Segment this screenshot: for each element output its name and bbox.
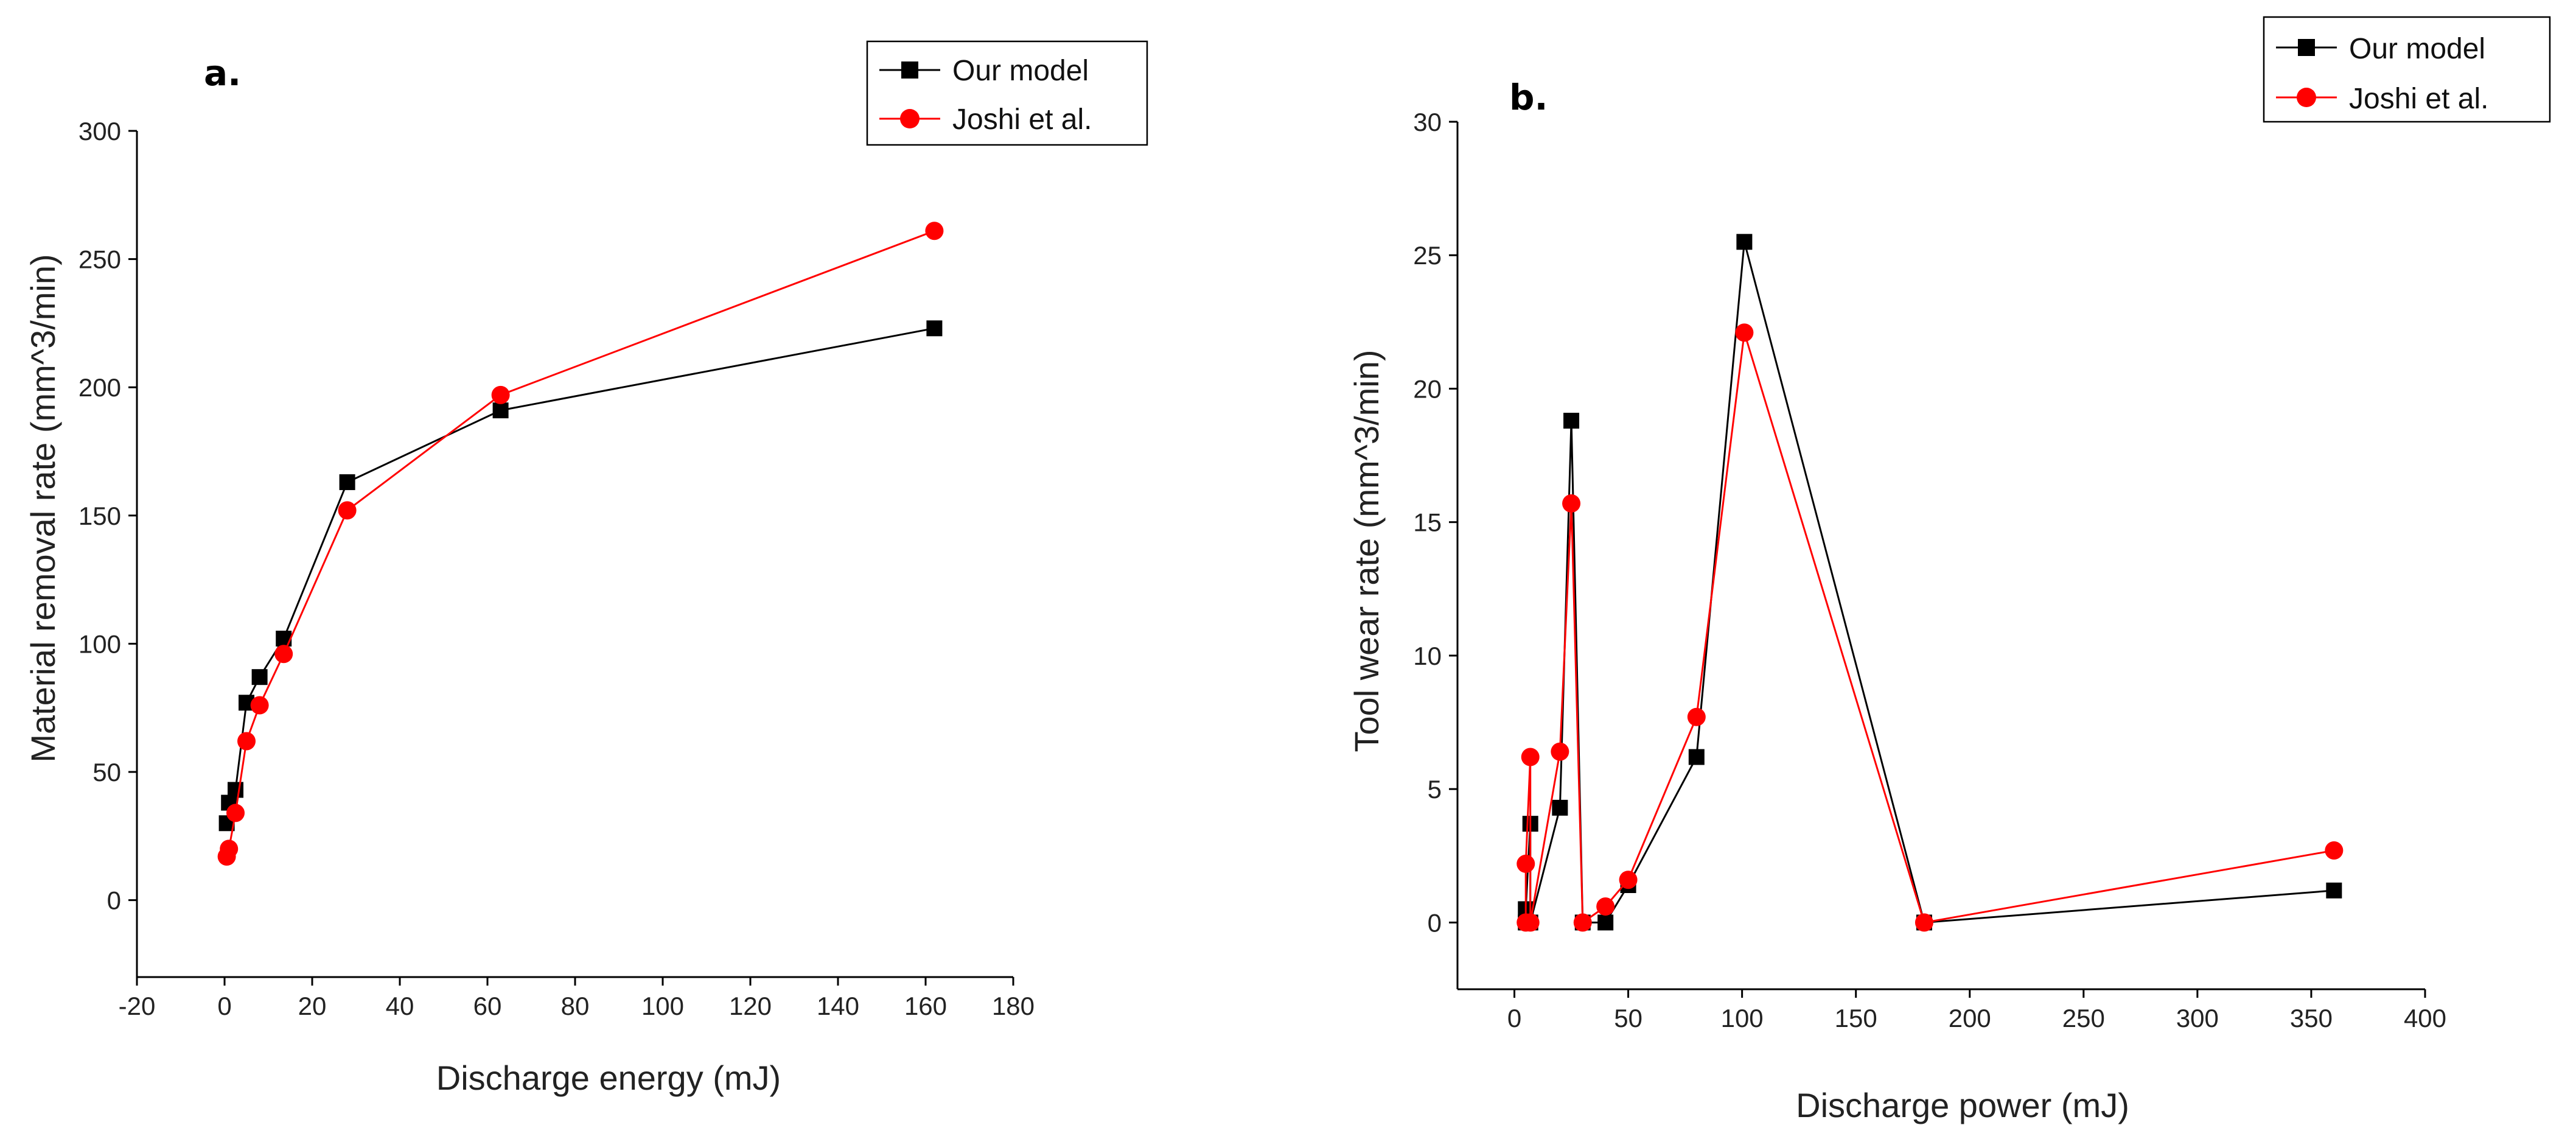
x-tick-label-b: 350: [2290, 1004, 2333, 1032]
chart-a: a. Discharge energy (mJ) Material remova…: [24, 40, 1148, 1097]
panel-label-a: a.: [204, 52, 241, 94]
series-layer-b: [1517, 234, 2344, 932]
point-joshi-et-al-b: [1687, 707, 1706, 726]
point-our-model-a: [228, 782, 243, 798]
legend-a: Our model Joshi et al.: [866, 40, 1148, 146]
y-tick-label-b: 20: [1413, 374, 1442, 403]
y-tick-label-a: 300: [79, 117, 121, 145]
x-tick-label-b: 100: [1721, 1004, 1764, 1032]
x-tick-label-a: 60: [473, 992, 502, 1020]
x-tick-label-a: 160: [904, 992, 947, 1020]
point-joshi-et-al-b: [1735, 323, 1754, 342]
chart-b: b. Discharge power (mJ) Tool wear rate (…: [1347, 16, 2551, 1124]
point-joshi-et-al-b: [1521, 913, 1540, 932]
y-tick-label-a: 0: [107, 886, 121, 915]
y-axis-title-a: Material removal rate (mm^3/min): [24, 254, 62, 762]
point-joshi-et-al-b: [1573, 913, 1592, 932]
legend-b: Our model Joshi et al.: [2263, 16, 2551, 123]
legend-marker-joshi-b: [2297, 88, 2316, 107]
point-our-model-a: [339, 474, 355, 491]
point-joshi-et-al-b: [1517, 854, 1535, 873]
point-joshi-et-al-b: [1596, 897, 1615, 916]
x-tick-label-b: 250: [2062, 1004, 2105, 1032]
point-our-model-a: [251, 669, 268, 685]
panel-label-b: b.: [1509, 77, 1548, 118]
x-tick-label-b: 400: [2404, 1004, 2446, 1032]
x-tick-label-a: 120: [729, 992, 772, 1020]
y-tick-label-a: 150: [79, 502, 121, 530]
legend-label-our-model-b: Our model: [2349, 33, 2485, 65]
axes-b: 0 50 100 150 200 250 300 350 400 0 5 10 15 20 25 30: [1413, 108, 2446, 1032]
legend-marker-joshi-a: [900, 109, 920, 128]
y-tick-label-b: 25: [1413, 241, 1442, 270]
point-joshi-et-al-a: [220, 839, 239, 858]
point-our-model-b: [1597, 914, 1614, 931]
x-tick-label-a: 100: [641, 992, 684, 1020]
y-tick-label-b: 10: [1413, 642, 1442, 670]
legend-box-a: [866, 40, 1148, 146]
y-axis-title-b: Tool wear rate (mm^3/min): [1347, 349, 1386, 752]
point-joshi-et-al-a: [237, 732, 256, 751]
y-tick-label-b: 30: [1413, 108, 1442, 136]
y-tick-label-b: 0: [1428, 908, 1442, 937]
y-tick-label-a: 200: [79, 373, 121, 402]
y-tick-label-a: 100: [79, 629, 121, 658]
point-our-model-b: [1552, 799, 1568, 816]
series-layer-a: [217, 222, 944, 866]
legend-label-our-model-a: Our model: [952, 55, 1089, 87]
x-tick-label-a: 180: [992, 992, 1035, 1020]
point-joshi-et-al-a: [226, 804, 245, 822]
point-our-model-a: [492, 402, 509, 419]
point-joshi-et-al-b: [1915, 913, 1933, 932]
x-tick-label-b: 200: [1949, 1004, 1991, 1032]
y-tick-label-b: 5: [1428, 775, 1442, 804]
point-joshi-et-al-b: [1521, 748, 1540, 766]
point-joshi-et-al-b: [2325, 841, 2344, 860]
point-joshi-et-al-a: [338, 501, 357, 520]
point-our-model-a: [926, 320, 943, 337]
point-joshi-et-al-b: [1551, 742, 1569, 761]
point-our-model-b: [2326, 882, 2342, 899]
legend-label-joshi-b: Joshi et al.: [2349, 83, 2488, 115]
point-joshi-et-al-a: [250, 696, 269, 715]
x-tick-label-b: 0: [1507, 1004, 1521, 1032]
y-tick-label-a: 250: [79, 245, 121, 274]
x-axis-title-b: Discharge power (mJ): [1796, 1086, 2129, 1124]
point-joshi-et-al-b: [1562, 494, 1581, 513]
y-tick-label-b: 15: [1413, 508, 1442, 537]
legend-label-joshi-a: Joshi et al.: [952, 103, 1092, 136]
axes-a: -20 0 20 40 60 80 100 120 140 160 180 0 50 100 150 200 2…: [79, 117, 1035, 1020]
point-joshi-et-al-b: [1619, 871, 1638, 889]
x-tick-label-a: 0: [217, 992, 231, 1020]
y-tick-label-a: 50: [92, 758, 121, 787]
point-joshi-et-al-a: [925, 222, 944, 240]
x-tick-label-b: 150: [1835, 1004, 1877, 1032]
x-axis-title-a: Discharge energy (mJ): [436, 1059, 781, 1097]
x-tick-label-a: 20: [298, 992, 327, 1020]
point-our-model-b: [1688, 749, 1705, 765]
x-tick-label-a: 80: [561, 992, 590, 1020]
point-our-model-b: [1736, 234, 1753, 250]
x-tick-label-a: 40: [386, 992, 414, 1020]
point-joshi-et-al-a: [491, 385, 510, 404]
legend-marker-our-model-b: [2298, 39, 2315, 56]
x-tick-label-b: 300: [2176, 1004, 2219, 1032]
point-joshi-et-al-a: [274, 645, 293, 664]
x-tick-label-a: -20: [119, 992, 156, 1020]
x-tick-label-b: 50: [1614, 1004, 1642, 1032]
point-our-model-a: [276, 631, 292, 647]
x-tick-label-a: 140: [817, 992, 859, 1020]
point-our-model-b: [1563, 413, 1580, 429]
legend-marker-our-model-a: [901, 61, 918, 79]
